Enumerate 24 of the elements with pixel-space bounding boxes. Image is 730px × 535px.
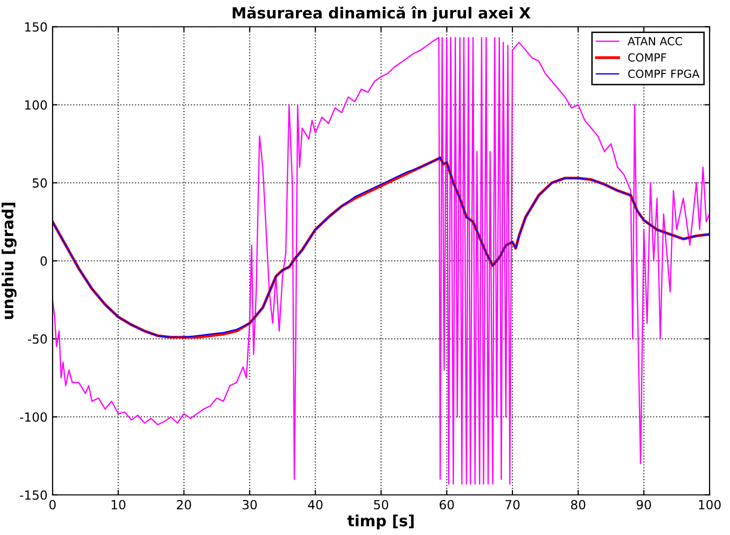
- x-tick-label: 40: [308, 500, 322, 510]
- y-tick-label: 0: [40, 256, 47, 266]
- x-tick-label: 70: [506, 500, 520, 510]
- x-tick-label: 20: [176, 500, 192, 510]
- y-tick-label: -100: [20, 412, 47, 422]
- x-tick-label: 0: [49, 500, 56, 510]
- legend-label: COMPF: [628, 53, 666, 62]
- x-tick-label: 80: [571, 500, 586, 510]
- x-axis-title: timp [s]: [347, 514, 414, 530]
- y-tick-label: -150: [20, 490, 47, 500]
- y-axis-title: unghiu [grad]: [2, 202, 17, 319]
- y-tick-label: 150: [25, 22, 47, 32]
- chart-title: Măsurarea dinamică în jurul axei X: [232, 6, 530, 22]
- legend-label: COMPF FPGA: [628, 70, 700, 78]
- legend-label: ATAN ACC: [628, 36, 682, 46]
- x-tick-label: 30: [242, 500, 257, 510]
- x-tick-label: 50: [374, 500, 388, 510]
- x-tick-label: 60: [440, 500, 454, 510]
- x-tick-label: 100: [699, 500, 721, 510]
- x-tick-label: 10: [112, 500, 126, 510]
- y-tick-label: 100: [25, 100, 47, 110]
- x-tick-label: 90: [636, 500, 651, 510]
- y-tick-label: 50: [32, 178, 47, 188]
- y-tick-label: -50: [28, 334, 47, 344]
